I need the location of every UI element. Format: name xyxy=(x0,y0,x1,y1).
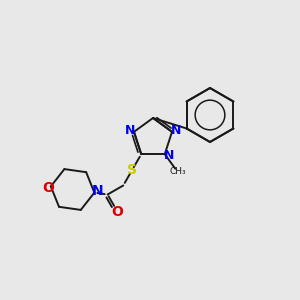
Text: N: N xyxy=(92,184,103,198)
Text: N: N xyxy=(171,124,181,137)
Text: O: O xyxy=(112,205,124,219)
Text: N: N xyxy=(125,124,135,137)
Text: CH₃: CH₃ xyxy=(169,167,186,176)
Text: O: O xyxy=(42,182,54,195)
Text: N: N xyxy=(164,149,174,162)
Text: S: S xyxy=(127,163,137,177)
